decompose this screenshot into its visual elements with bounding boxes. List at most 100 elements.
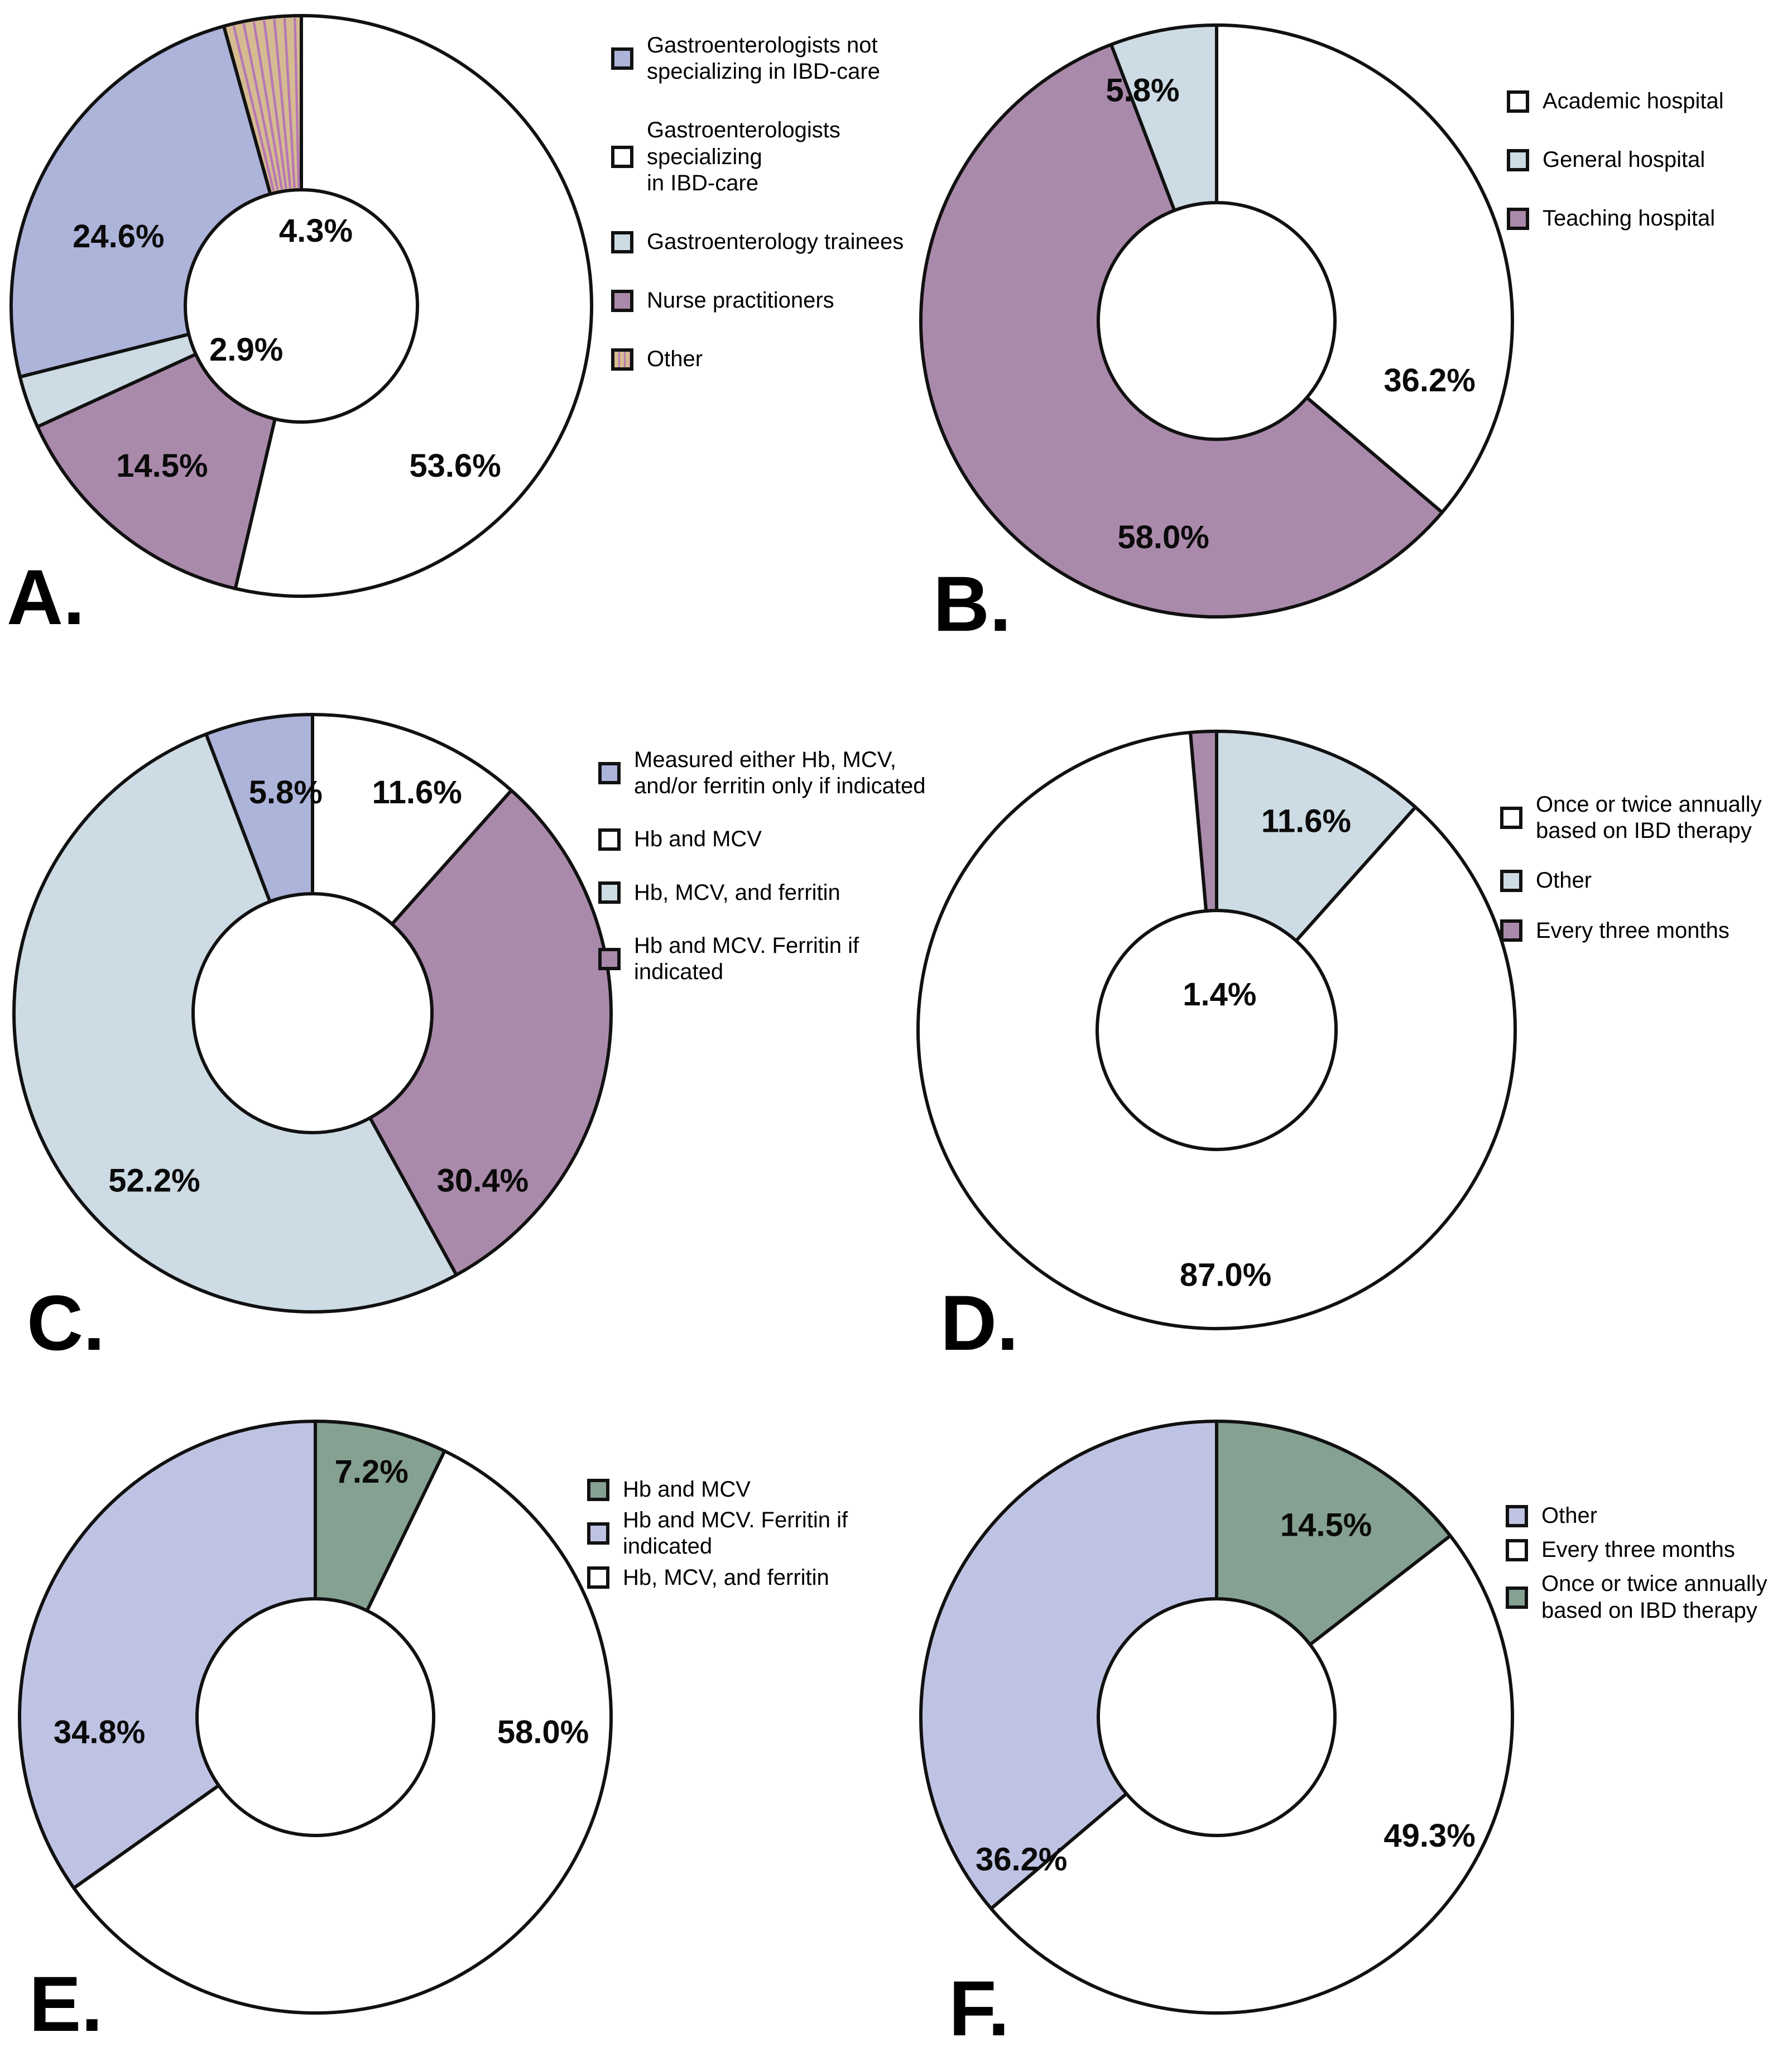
legend-item-label: Other (647, 347, 703, 372)
legend-swatch-icon (598, 947, 621, 970)
legend-swatch-icon (1506, 1538, 1528, 1561)
legend-swatch-icon (598, 881, 621, 904)
slice-percent-label: 14.5% (116, 448, 208, 484)
slice-percent-label: 1.4% (1183, 976, 1256, 1013)
donut-chart-c: 11.6% 30.4% 52.2% 5.8% (12, 713, 613, 1314)
legend-item: Once or twice annually based on IBD ther… (1506, 1571, 1792, 1623)
legend-item-label: Once or twice annually based on IBD ther… (1541, 1571, 1767, 1623)
legend-swatch-icon (611, 146, 633, 169)
legend-swatch-icon (1506, 1586, 1528, 1609)
legend-item: Academic hospital (1507, 88, 1769, 114)
pie-slice (18, 1420, 317, 1890)
legend-item: Teaching hospital (1507, 205, 1769, 232)
legend-item-label: General hospital (1543, 147, 1705, 172)
pie-slice (72, 1449, 613, 2015)
stripe-hatch-line (273, 19, 292, 189)
legend-item: Hb, MCV, and ferritin (598, 880, 961, 906)
legend-item: Other (611, 346, 946, 372)
donut-chart-d: 11.6% 87.0% 1.4% (916, 730, 1517, 1330)
legend-item-label: Hb and MCV (623, 1477, 751, 1502)
legend-item: Once or twice annually based on IBD ther… (1500, 792, 1790, 844)
legend-a: Gastroenterologists not specializing in … (611, 32, 946, 373)
slice-percent-label: 5.8% (1106, 73, 1179, 109)
legend-c: Measured either Hb, MCV, and/or ferritin… (598, 747, 961, 985)
legend-item-label: Teaching hospital (1543, 206, 1716, 231)
legend-item: Hb and MCV. Ferritin if indicated (598, 933, 961, 985)
donut-chart-e: 7.2% 58.0% 34.8% (18, 1420, 613, 2015)
donut-chart-f: 14.5% 49.3% 36.2% (919, 1420, 1514, 2015)
legend-swatch-icon (1507, 148, 1529, 171)
pie-slice (1215, 730, 1418, 943)
pie-slice (919, 1420, 1218, 1910)
legend-item: Gastroenterologists specializing in IBD-… (611, 117, 946, 196)
panel-letter-f: F. (949, 1964, 1010, 2052)
legend-swatch-icon (611, 348, 633, 371)
legend-swatch-icon (1500, 869, 1522, 892)
pie-slice (36, 352, 277, 591)
legend-d: Once or twice annually based on IBD ther… (1500, 792, 1790, 944)
legend-swatch-icon (611, 289, 633, 312)
slice-percent-label: 14.5% (1280, 1507, 1372, 1544)
pie-slice (1215, 23, 1514, 514)
legend-item-label: Every three months (1541, 1537, 1735, 1562)
legend-item: Every three months (1506, 1537, 1792, 1563)
stripe-hatch-line (283, 18, 296, 188)
panel-letter-d: D. (940, 1279, 1018, 1367)
slice-percent-label: 24.6% (73, 218, 164, 255)
legend-item: Hb and MCV (598, 826, 961, 852)
legend-item-label: Measured either Hb, MCV, and/or ferritin… (634, 747, 926, 799)
slice-percent-label: 52.2% (108, 1163, 200, 1199)
slice-percent-label: 49.3% (1383, 1818, 1475, 1854)
slice-percent-label: 11.6% (372, 774, 462, 811)
legend-item-label: Other (1541, 1503, 1598, 1528)
slice-percent-label: 5.8% (249, 774, 323, 811)
pie-slice (1215, 1420, 1452, 1647)
pie-slice (916, 731, 1517, 1330)
legend-swatch-icon (587, 1522, 609, 1545)
slice-percent-label: 53.6% (409, 448, 501, 484)
pie-slice (204, 713, 314, 904)
legend-item: Other (1506, 1503, 1792, 1529)
panel-letter-c: C. (27, 1279, 105, 1367)
panel-letter-b: B. (933, 560, 1011, 648)
pie-slice (311, 713, 513, 926)
legend-swatch-icon (598, 828, 621, 851)
legend-item-label: Gastroenterology trainees (647, 229, 904, 254)
legend-item-label: Academic hospital (1543, 89, 1724, 113)
stripe-hatch-line (294, 18, 300, 188)
slice-percent-label: 58.0% (1117, 519, 1209, 555)
legend-item-label: Gastroenterologists specializing in IBD-… (647, 118, 840, 195)
legend-item: Hb, MCV, and ferritin (587, 1565, 911, 1591)
legend-item-label: Hb and MCV (634, 827, 762, 852)
slice-percent-label: 7.2% (335, 1454, 409, 1490)
legend-item-label: Once or twice annually based on IBD ther… (1536, 792, 1762, 843)
donut-chart-a: 53.6% 14.5% 2.9% 24.6% 4.3% (9, 14, 593, 598)
pie-slice (233, 14, 593, 598)
legend-swatch-icon (1506, 1504, 1528, 1527)
slice-percent-label: 30.4% (437, 1163, 529, 1199)
legend-swatch-icon (587, 1566, 609, 1589)
legend-item: Gastroenterologists not specializing in … (611, 32, 946, 85)
slice-percent-label: 4.3% (279, 213, 353, 249)
legend-swatch-icon (611, 47, 633, 70)
legend-item-label: Every three months (1536, 918, 1729, 943)
stripe-hatch-line (262, 20, 287, 189)
slice-percent-label: 36.2% (976, 1841, 1067, 1877)
legend-swatch-icon (1507, 90, 1529, 113)
legend-e: Hb and MCV Hb and MCV. Ferritin if indica… (587, 1477, 911, 1591)
legend-swatch-icon (1507, 207, 1529, 230)
legend-item-label: Gastroenterologists not specializing in … (647, 33, 880, 84)
donut-chart-b: 36.2% 58.0% 5.8% (919, 23, 1514, 619)
legend-swatch-icon (598, 762, 621, 785)
legend-item: Hb and MCV (587, 1477, 911, 1503)
slice-percent-label: 11.6% (1261, 803, 1351, 840)
pie-slice (989, 1534, 1514, 2015)
legend-item-label: Hb and MCV. Ferritin if indicated (623, 1508, 848, 1559)
legend-item-label: Hb, MCV, and ferritin (623, 1565, 829, 1590)
pie-slice (368, 788, 613, 1277)
legend-item-label: Hb and MCV. Ferritin if indicated (634, 933, 859, 984)
legend-item-label: Nurse practitioners (647, 288, 834, 313)
legend-item: Other (1500, 867, 1790, 894)
legend-f: Other Every three months Once or twice ann… (1506, 1503, 1792, 1624)
